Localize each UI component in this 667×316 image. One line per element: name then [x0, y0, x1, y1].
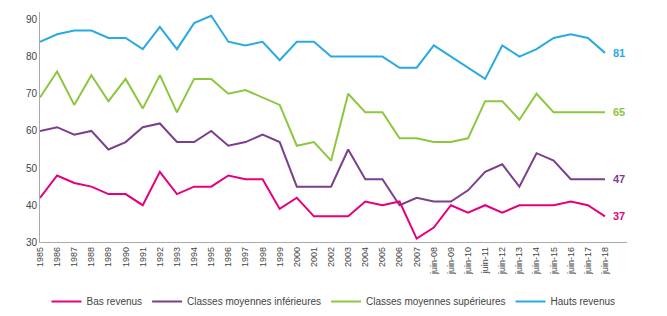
- svg-text:juin-17: juin-17: [583, 247, 593, 275]
- svg-text:1998: 1998: [258, 247, 268, 267]
- svg-text:1996: 1996: [223, 247, 233, 267]
- svg-text:1997: 1997: [240, 247, 250, 267]
- svg-text:30: 30: [26, 237, 38, 248]
- svg-text:2001: 2001: [309, 247, 319, 267]
- svg-text:1989: 1989: [103, 247, 113, 267]
- svg-text:80: 80: [26, 51, 38, 62]
- svg-text:2003: 2003: [343, 247, 353, 267]
- svg-text:70: 70: [26, 88, 38, 99]
- svg-text:juin-12: juin-12: [497, 247, 507, 275]
- svg-text:Classes moyennes supérieures: Classes moyennes supérieures: [366, 296, 506, 307]
- svg-text:2002: 2002: [326, 247, 336, 267]
- svg-text:juin-15: juin-15: [549, 247, 559, 275]
- svg-text:1988: 1988: [86, 247, 96, 267]
- svg-text:1987: 1987: [69, 247, 79, 267]
- svg-text:Classes moyennes inférieures: Classes moyennes inférieures: [187, 296, 321, 307]
- svg-text:1995: 1995: [206, 247, 216, 267]
- svg-text:juin-16: juin-16: [566, 247, 576, 275]
- svg-text:juin-10: juin-10: [463, 247, 473, 275]
- svg-text:1985: 1985: [35, 247, 45, 267]
- svg-text:65: 65: [613, 106, 625, 118]
- svg-text:1993: 1993: [172, 247, 182, 267]
- svg-text:juin-08: juin-08: [429, 247, 439, 275]
- svg-text:juin-09: juin-09: [446, 247, 456, 275]
- svg-text:90: 90: [26, 14, 38, 25]
- svg-text:juin-13: juin-13: [514, 247, 524, 275]
- svg-text:1986: 1986: [52, 247, 62, 267]
- svg-text:2007: 2007: [412, 247, 422, 267]
- svg-text:Hauts revenus: Hauts revenus: [551, 296, 615, 307]
- svg-text:Bas revenus: Bas revenus: [87, 296, 143, 307]
- svg-text:60: 60: [26, 125, 38, 136]
- svg-text:81: 81: [613, 47, 625, 59]
- svg-text:1991: 1991: [138, 247, 148, 267]
- svg-text:40: 40: [26, 200, 38, 211]
- svg-text:juin-11: juin-11: [480, 247, 490, 274]
- svg-text:1999: 1999: [275, 247, 285, 267]
- svg-text:1990: 1990: [121, 247, 131, 267]
- svg-text:1994: 1994: [189, 247, 199, 267]
- svg-text:juin-14: juin-14: [531, 247, 541, 275]
- svg-text:2004: 2004: [360, 247, 370, 267]
- svg-text:37: 37: [613, 210, 625, 222]
- svg-text:2005: 2005: [377, 247, 387, 267]
- svg-text:2006: 2006: [394, 247, 404, 267]
- svg-text:2000: 2000: [292, 247, 302, 267]
- svg-text:47: 47: [613, 173, 625, 185]
- svg-text:1992: 1992: [155, 247, 165, 267]
- svg-text:juin-18: juin-18: [600, 247, 610, 275]
- svg-text:50: 50: [26, 163, 38, 174]
